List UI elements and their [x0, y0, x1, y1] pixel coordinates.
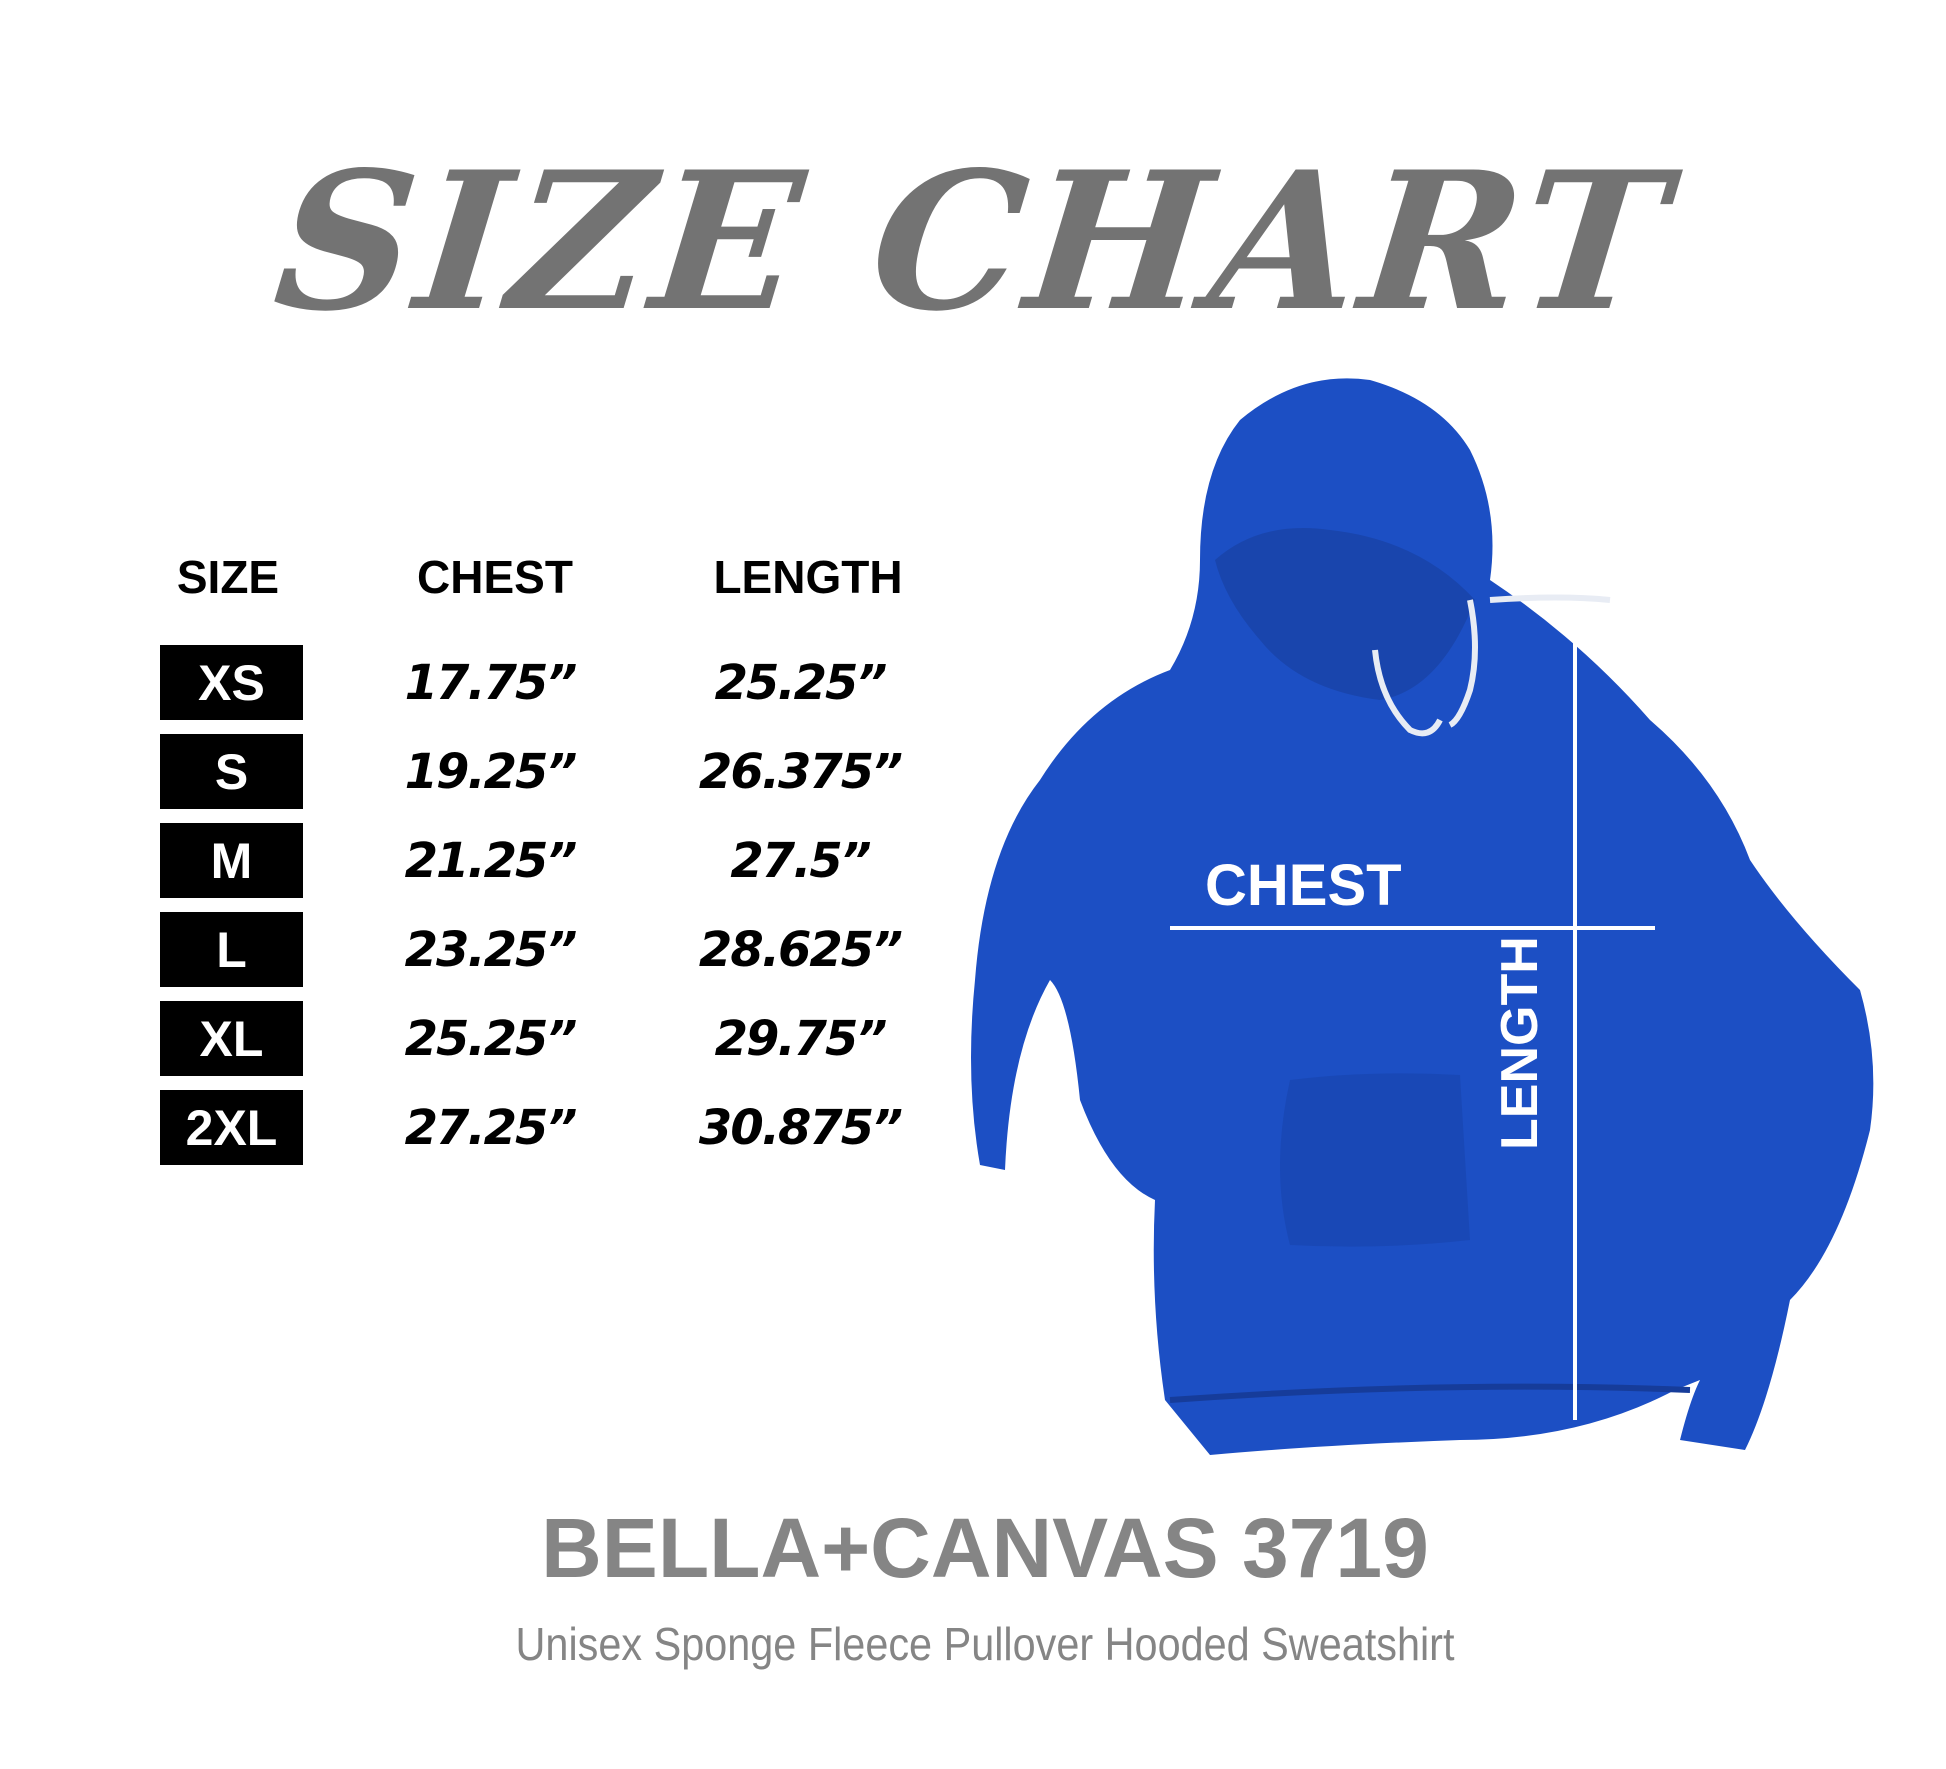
chest-value: 19.25”: [404, 744, 578, 800]
size-badge: 2XL: [160, 1090, 303, 1165]
chest-label: CHEST: [1205, 853, 1402, 918]
length-value: 25.25”: [714, 655, 888, 711]
chest-value: 21.25”: [404, 833, 578, 889]
length-label: LENGTH: [1491, 936, 1549, 1150]
chest-value: 25.25”: [404, 1011, 578, 1067]
size-badge: XL: [160, 1001, 303, 1076]
size-badge: XS: [160, 645, 303, 720]
length-value: 26.375”: [698, 744, 903, 800]
brand-name: BELLA+CANVAS 3719: [541, 1501, 1429, 1595]
header-chest: CHEST: [417, 551, 573, 603]
length-value: 28.625”: [698, 922, 903, 978]
length-value: 27.5”: [730, 833, 871, 889]
header-size: SIZE: [176, 551, 280, 603]
chest-value: 23.25”: [404, 922, 578, 978]
size-badge: M: [160, 823, 303, 898]
product-description: Unisex Sponge Fleece Pullover Hooded Swe…: [515, 1618, 1455, 1670]
hoodie-body: [971, 378, 1874, 1455]
chest-value: 17.75”: [404, 655, 578, 711]
size-badge: L: [160, 912, 303, 987]
header-length: LENGTH: [713, 551, 903, 603]
chest-value: 27.25”: [404, 1100, 578, 1156]
length-value: 30.875”: [698, 1100, 903, 1156]
length-value: 29.75”: [714, 1011, 888, 1067]
size-badge: S: [160, 734, 303, 809]
